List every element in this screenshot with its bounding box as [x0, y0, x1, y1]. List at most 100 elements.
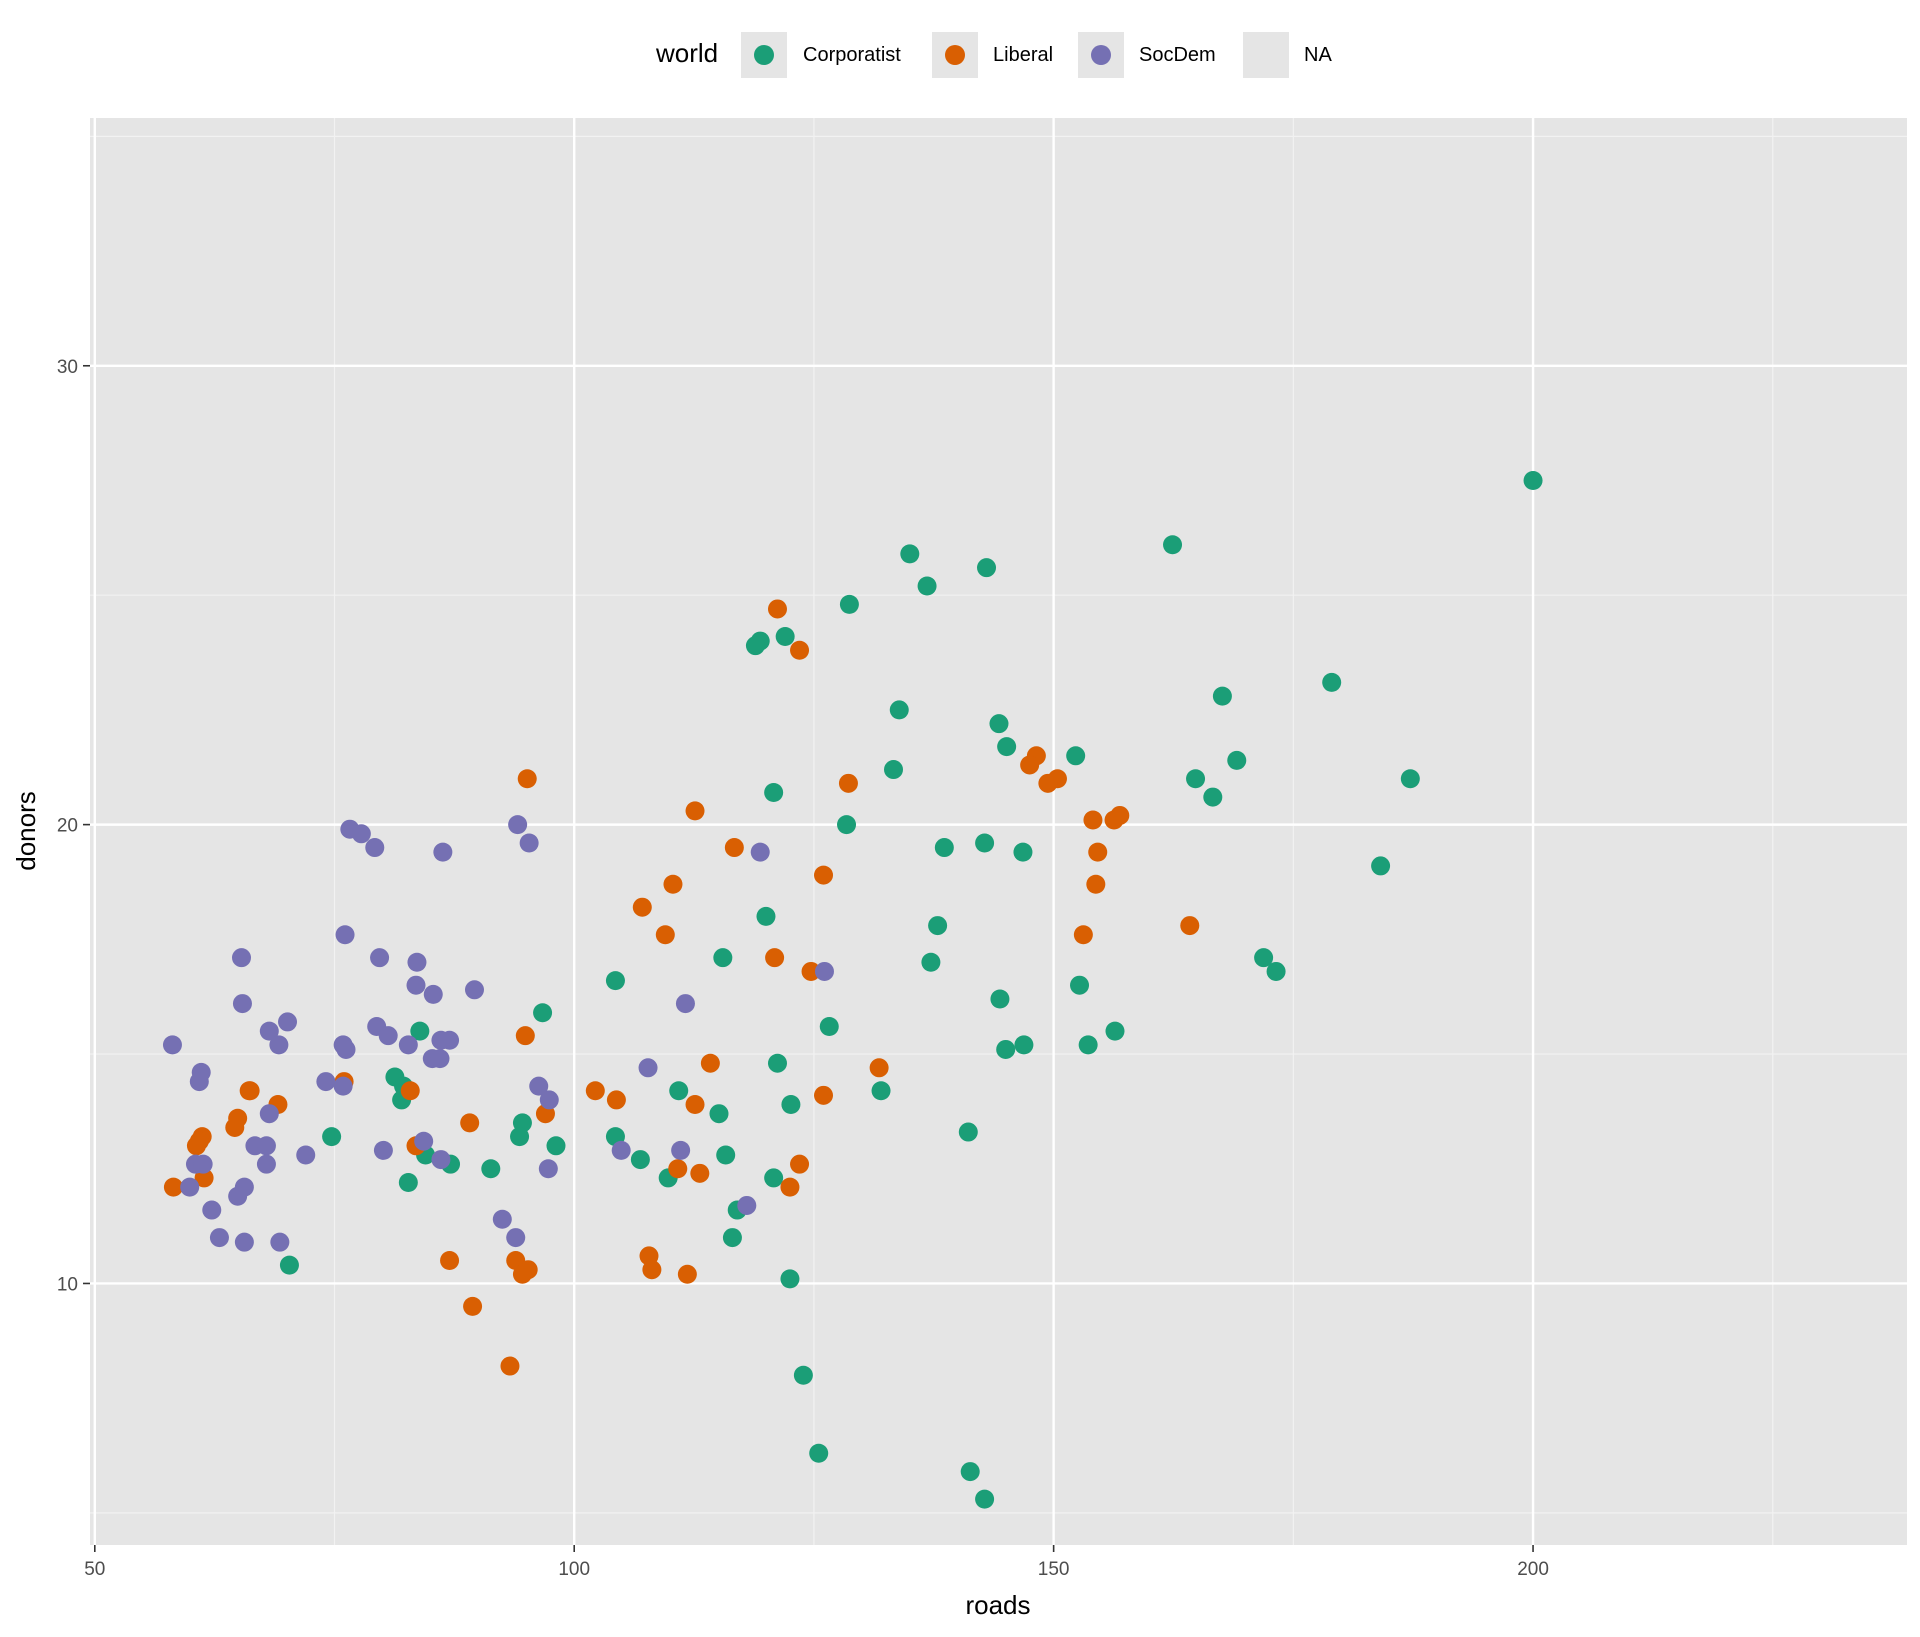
- data-point: [606, 1090, 626, 1110]
- data-point: [775, 626, 795, 646]
- data-point: [921, 952, 941, 972]
- data-point: [240, 1081, 260, 1101]
- x-axis-label: roads: [965, 1590, 1030, 1620]
- data-point: [228, 1186, 248, 1206]
- data-point: [917, 576, 937, 596]
- data-point: [316, 1072, 336, 1092]
- data-point: [780, 1177, 800, 1197]
- data-point: [1066, 746, 1086, 766]
- data-point: [585, 1081, 605, 1101]
- data-point: [163, 1177, 183, 1197]
- data-point: [756, 906, 776, 926]
- data-point: [1523, 470, 1543, 490]
- data-point: [1020, 755, 1040, 775]
- data-point: [539, 1090, 559, 1110]
- data-point: [336, 1039, 356, 1059]
- data-point: [1371, 856, 1391, 876]
- data-point: [1186, 769, 1206, 789]
- data-point: [668, 1159, 688, 1179]
- data-point: [1083, 810, 1103, 830]
- x-tick-label: 150: [1038, 1559, 1070, 1580]
- data-point: [278, 1012, 298, 1032]
- data-point: [370, 948, 390, 968]
- data-point: [279, 1255, 299, 1275]
- data-point: [869, 1058, 889, 1078]
- data-point: [1013, 842, 1033, 862]
- data-point: [750, 842, 770, 862]
- data-point: [745, 636, 765, 656]
- data-point: [990, 989, 1010, 1009]
- data-point: [837, 815, 857, 835]
- y-tick-label: 30: [57, 357, 78, 378]
- data-point: [709, 1104, 729, 1124]
- legend-marker: [1091, 45, 1111, 65]
- data-point: [809, 1443, 829, 1463]
- data-point: [508, 815, 528, 835]
- legend: world Corporatist Liberal SocDem NA: [655, 32, 1332, 78]
- data-point: [685, 801, 705, 821]
- data-point: [793, 1365, 813, 1385]
- data-point: [259, 1104, 279, 1124]
- data-point: [186, 1136, 206, 1156]
- data-point: [605, 971, 625, 991]
- legend-marker: [754, 45, 774, 65]
- data-point: [1322, 672, 1342, 692]
- data-point: [1400, 769, 1420, 789]
- data-point: [423, 984, 443, 1004]
- legend-label: Liberal: [993, 44, 1053, 66]
- data-point: [814, 865, 834, 885]
- y-axis-label: donors: [11, 791, 41, 871]
- data-point: [533, 1003, 553, 1023]
- data-point: [398, 1173, 418, 1193]
- data-point: [638, 1058, 658, 1078]
- data-point: [431, 1150, 451, 1170]
- data-point: [713, 948, 733, 968]
- data-point: [871, 1081, 891, 1101]
- data-point: [1086, 874, 1106, 894]
- data-point: [737, 1195, 757, 1215]
- y-tick-label: 20: [57, 816, 78, 837]
- data-point: [510, 1127, 530, 1147]
- data-point: [259, 1021, 279, 1041]
- data-point: [407, 952, 427, 972]
- data-point: [400, 1081, 420, 1101]
- data-point: [1088, 842, 1108, 862]
- data-point: [373, 1140, 393, 1160]
- data-point: [975, 1489, 995, 1509]
- data-point: [669, 1081, 689, 1101]
- data-point: [464, 980, 484, 1000]
- data-point: [900, 544, 920, 564]
- data-point: [700, 1053, 720, 1073]
- data-point: [256, 1136, 276, 1156]
- data-points: [162, 470, 1543, 1509]
- data-point: [1180, 916, 1200, 936]
- data-point: [655, 925, 675, 945]
- data-point: [296, 1145, 316, 1165]
- data-point: [517, 769, 537, 789]
- data-point: [410, 1021, 430, 1041]
- data-point: [1203, 787, 1223, 807]
- data-point: [378, 1026, 398, 1046]
- data-point: [977, 558, 997, 578]
- data-point: [814, 1085, 834, 1105]
- data-point: [780, 1269, 800, 1289]
- data-point: [322, 1127, 342, 1147]
- data-point: [269, 1035, 289, 1055]
- data-point: [1227, 750, 1247, 770]
- data-point: [433, 842, 453, 862]
- data-point: [716, 1145, 736, 1165]
- data-point: [460, 1113, 480, 1133]
- data-point: [202, 1200, 222, 1220]
- axes: 50 100 150 200 10 20 30: [57, 357, 1549, 1580]
- data-point: [492, 1209, 512, 1229]
- data-point: [889, 700, 909, 720]
- data-point: [463, 1296, 483, 1316]
- data-point: [1038, 773, 1058, 793]
- legend-marker: [945, 45, 965, 65]
- data-point: [1266, 961, 1286, 981]
- data-point: [960, 1462, 980, 1482]
- data-point: [512, 1264, 532, 1284]
- data-point: [440, 1251, 460, 1271]
- legend-label: Corporatist: [803, 44, 901, 66]
